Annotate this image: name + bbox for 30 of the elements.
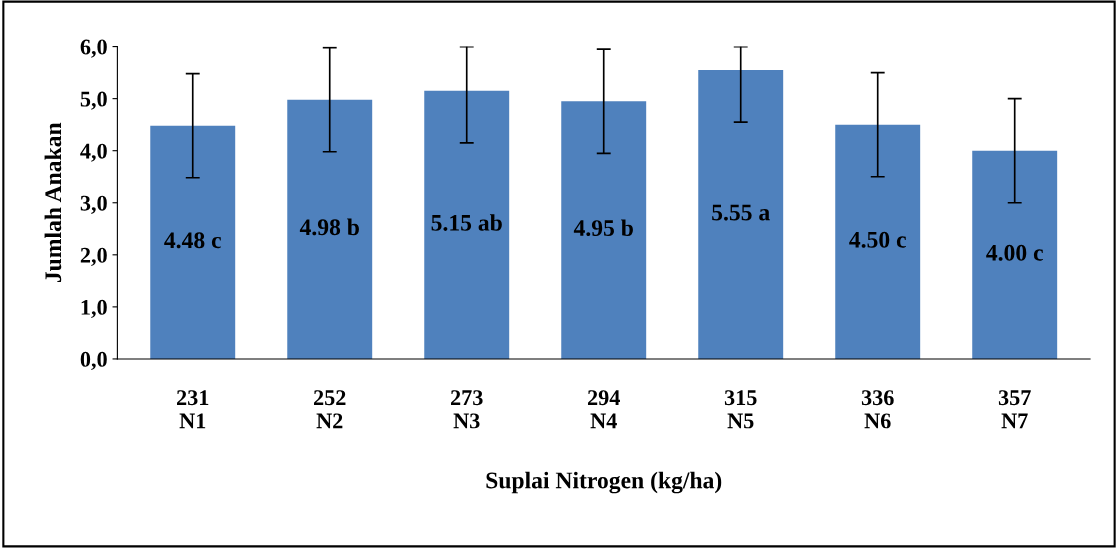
data-label: 5.55 a [712,204,770,221]
bar [835,124,921,359]
x-tick-label: 294 N4 [587,390,620,429]
y-tick-label: 0,0 [80,351,107,371]
y-tick-label: 6,0 [80,39,107,58]
data-label: 5.15 ab [431,214,502,231]
bar [698,70,784,359]
x-tick-label: 357 N7 [998,390,1031,429]
data-label: 4.98 b [299,218,359,236]
x-tick-label: 315 N5 [724,390,757,429]
data-label: 4.50 c [849,231,906,248]
y-tick-label: 1,0 [81,299,107,319]
x-tick-label: 273 N3 [450,390,483,429]
data-label: 4.00 c [986,244,1043,261]
y-tick-label: 4,0 [80,143,107,162]
x-tick-label: 252 N2 [314,390,346,429]
bar [424,90,510,359]
bar [972,150,1058,359]
y-tick-label: 5,0 [80,91,107,110]
y-tick-label: 2,0 [80,247,107,266]
data-label: 4.95 b [573,219,633,237]
bar [287,99,373,359]
data-label: 4.48 c [164,232,221,249]
y-tick-label: 3,0 [80,195,107,214]
y-axis-title: Jumlah Anakan [44,122,62,283]
x-tick-label: 231 N1 [177,390,209,429]
x-axis-title: Suplai Nitrogen (kg/ha) [486,471,722,494]
bar [561,101,647,359]
bar [150,125,236,359]
x-tick-label: 336 N6 [861,390,894,429]
